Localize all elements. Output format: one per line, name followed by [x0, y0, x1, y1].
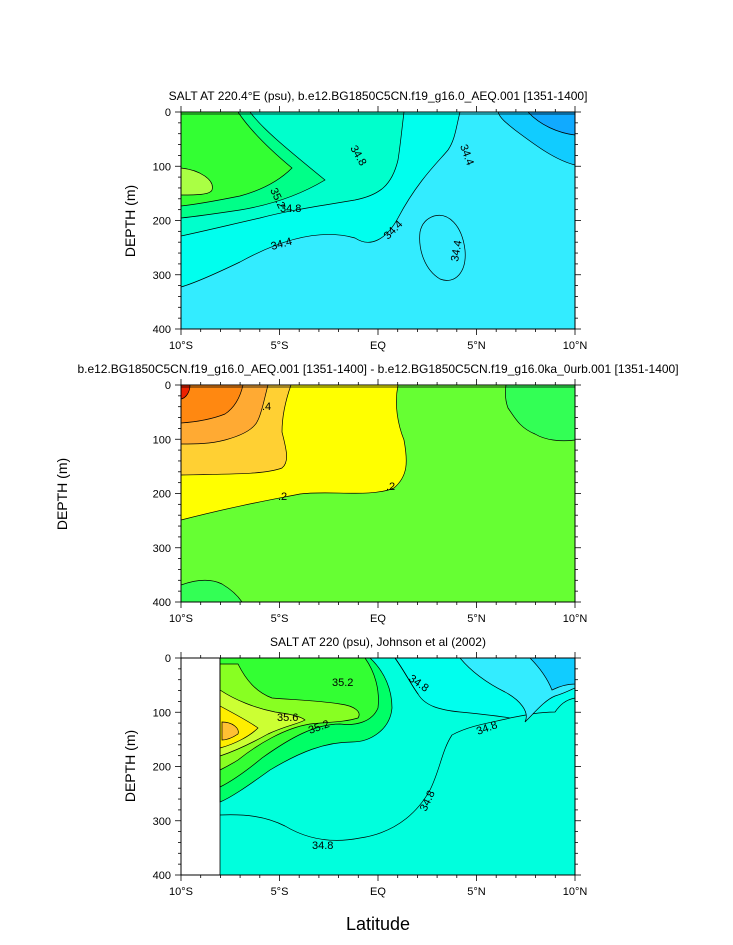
x-tick-label: 5°N: [467, 613, 486, 625]
p1-clabel-4: 34.4: [270, 236, 294, 253]
y-tick-label: 300: [153, 543, 171, 555]
y-tick-label: 400: [153, 870, 171, 882]
p1-fill-35.4: [181, 167, 213, 196]
y-tick-label: 200: [153, 489, 171, 501]
panel-1-field: [181, 112, 575, 329]
p3-clabel-1: 35.2: [332, 677, 353, 689]
x-tick-label: EQ: [370, 340, 386, 352]
y-tick-label: 100: [153, 434, 171, 446]
y-tick-label: 0: [165, 107, 171, 119]
p2-clabel-3: .2: [386, 481, 395, 493]
p3-contour-34.8-shallow: [394, 657, 419, 695]
panel-3: SALT AT 220 (psu), Johnson et al (2002) …: [122, 635, 587, 934]
panel-2-field: [181, 385, 575, 602]
panel-3-ylabel: DEPTH (m): [122, 730, 138, 802]
y-tick-label: 0: [165, 380, 171, 392]
x-tick-label: 5°N: [467, 340, 486, 352]
panel-2-title: b.e12.BG1850C5CN.f19_g16.0_AEQ.001 [1351…: [77, 362, 678, 376]
panel-3-ticks: 10°S 5°S EQ 5°N 10°N 0 100 200 300 400: [153, 652, 588, 898]
x-tick-label: EQ: [370, 613, 386, 625]
p2-clabel-1: .4: [262, 401, 271, 413]
panel-3-title: SALT AT 220 (psu), Johnson et al (2002): [270, 635, 486, 649]
panel-1-ticks: 10°S 5°S EQ 5°N 10°N 0 100 200 300 400: [153, 106, 588, 352]
panel-2-ticks: 10°S 5°S EQ 5°N 10°N 0 100 200 300 400: [153, 379, 588, 625]
y-tick-label: 100: [153, 707, 171, 719]
y-tick-label: 400: [153, 324, 171, 336]
p1-clabel-3: 34.8: [280, 203, 301, 215]
x-tick-label: 10°N: [563, 340, 588, 352]
p2-fill-0.5: [181, 385, 244, 424]
p2-fill-pos-bottom: [181, 580, 243, 602]
p1-clabel-7: 34.4: [449, 239, 465, 262]
x-tick-label: 5°S: [271, 340, 289, 352]
y-tick-label: 300: [153, 816, 171, 828]
panel-1-ylabel: DEPTH (m): [122, 185, 138, 257]
p3-clabel-2: 35.6: [277, 712, 298, 724]
p3-contour-34.8-deep: [219, 717, 511, 841]
p1-island-34.4: [419, 214, 466, 281]
panel-1-title: SALT AT 220.4°E (psu), b.e12.BG1850C5CN.…: [169, 89, 588, 103]
p1-fill-34.0: [527, 112, 575, 136]
panel-1: SALT AT 220.4°E (psu), b.e12.BG1850C5CN.…: [122, 89, 587, 352]
y-tick-label: 100: [153, 161, 171, 173]
x-tick-label: 5°S: [271, 886, 289, 898]
y-tick-label: 200: [153, 762, 171, 774]
xaxis-title: Latitude: [346, 914, 410, 934]
x-tick-label: 5°S: [271, 613, 289, 625]
panel-2-ylabel: DEPTH (m): [54, 458, 70, 530]
p2-clabel-2: .2: [278, 491, 287, 503]
p2-fill-pos-right: [505, 385, 575, 442]
y-tick-label: 300: [153, 270, 171, 282]
x-tick-label: 10°S: [169, 613, 193, 625]
panel-3-field: [181, 658, 575, 875]
x-tick-label: 10°S: [169, 886, 193, 898]
panel-2: b.e12.BG1850C5CN.f19_g16.0_AEQ.001 [1351…: [54, 362, 679, 625]
x-tick-label: EQ: [370, 886, 386, 898]
x-tick-label: 10°N: [563, 886, 588, 898]
y-tick-label: 200: [153, 216, 171, 228]
x-tick-label: 5°N: [467, 886, 486, 898]
p3-clabel-7: 34.8: [312, 840, 333, 852]
y-tick-label: 400: [153, 597, 171, 609]
p3-fill-36.0: [221, 721, 239, 741]
x-tick-label: 10°N: [563, 613, 588, 625]
p3-fill-34.2: [529, 658, 575, 691]
y-tick-label: 0: [165, 653, 171, 665]
x-tick-label: 10°S: [169, 340, 193, 352]
